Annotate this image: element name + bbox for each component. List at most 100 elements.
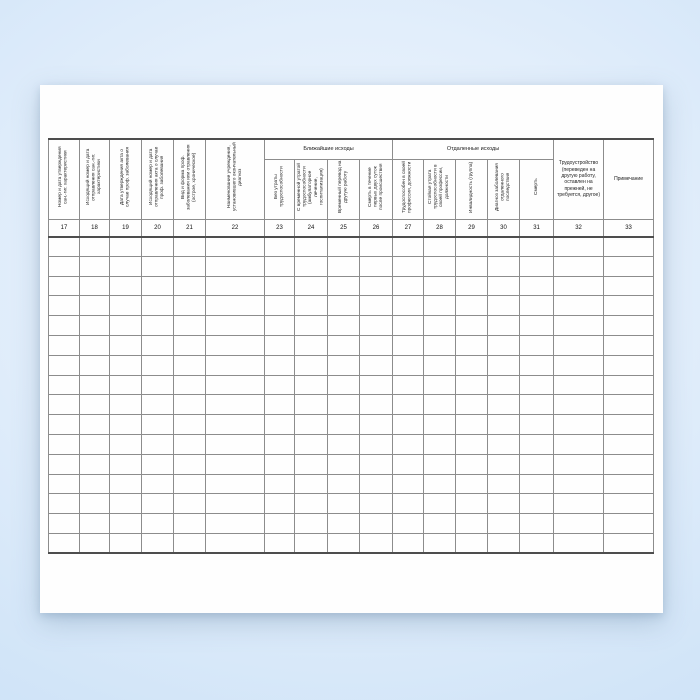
table-cell (358, 433, 394, 455)
table-cell (264, 513, 295, 534)
table-cell (294, 493, 328, 515)
table-cell (79, 394, 110, 416)
table-row (48, 334, 655, 356)
table-row (48, 275, 655, 297)
table-cell (109, 532, 142, 555)
table-cell (392, 493, 425, 515)
table-cell (205, 236, 265, 257)
table-cell (294, 414, 328, 435)
table-row (48, 394, 655, 416)
table-cell (358, 374, 394, 396)
table-cell (392, 473, 425, 495)
header-col-27: Трудоспособен в своей профессии, должнос… (392, 158, 425, 220)
table-cell (48, 275, 80, 297)
table-cell (553, 513, 605, 534)
table-cell (294, 532, 328, 555)
table-cell (358, 532, 394, 555)
table-cell (553, 236, 605, 257)
table-row (48, 236, 655, 257)
table-cell (327, 513, 360, 534)
table-cell (264, 255, 295, 277)
table-cell (205, 374, 265, 396)
table-cell (141, 493, 174, 515)
table-cell (79, 255, 110, 277)
table-cell (79, 473, 110, 495)
table-cell (603, 236, 655, 257)
table-cell (392, 453, 425, 475)
table-cell (392, 236, 425, 257)
table-cell (603, 334, 655, 356)
table-cell (392, 354, 425, 376)
table-cell (553, 315, 605, 336)
table-cell (205, 513, 265, 534)
header-label: Исходящий номер и дата отправления сан.-… (86, 148, 103, 205)
column-number: 18 (79, 218, 110, 238)
table-cell (141, 374, 174, 396)
header-label: Номер и дата утверждения сан.-гиг. харак… (58, 146, 69, 208)
table-cell (109, 236, 142, 257)
header-label: Дата утверждения акта о случае проф. заб… (119, 146, 131, 207)
table-cell (205, 433, 265, 455)
header-label: С временной утратой трудоспособности (ам… (297, 162, 325, 211)
table-cell (264, 414, 295, 435)
column-number: 19 (109, 218, 142, 238)
table-cell (553, 255, 605, 277)
table-cell (79, 374, 110, 396)
table-cell (48, 493, 80, 515)
table-cell (48, 295, 80, 317)
table-body (48, 236, 655, 555)
table-cell (141, 513, 174, 534)
table-cell (294, 255, 328, 277)
table-cell (358, 334, 394, 356)
table-cell (109, 414, 142, 435)
table-cell (294, 394, 328, 416)
column-number-row: 17 18 19 20 21 22 23 24 25 26 27 28 29 3… (48, 218, 655, 238)
column-number: 31 (519, 218, 555, 238)
column-number: 30 (487, 218, 521, 238)
table-cell (294, 473, 328, 495)
table-cell (173, 473, 206, 495)
table-cell (205, 394, 265, 416)
table-cell (455, 532, 489, 555)
table-cell (109, 473, 142, 495)
table-cell (264, 493, 295, 515)
table-cell (48, 433, 80, 455)
table-cell (294, 236, 328, 257)
table-cell (264, 394, 295, 416)
column-number: 26 (358, 218, 394, 238)
table-cell (48, 513, 80, 534)
table-cell (392, 394, 425, 416)
table-cell (423, 374, 457, 396)
header-col-19: Дата утверждения акта о случае проф. заб… (109, 138, 142, 220)
header-col-32: Трудоустройство (переведен на другую раб… (553, 138, 605, 220)
header-label: Трудоспособен в своей профессии, должнос… (402, 160, 414, 213)
table-cell (358, 354, 394, 376)
table-cell (327, 354, 360, 376)
table-cell (141, 334, 174, 356)
table-row (48, 532, 655, 555)
table-row (48, 315, 655, 336)
table-cell (79, 513, 110, 534)
header-col-31: Смерть (519, 158, 555, 220)
table-cell (423, 275, 457, 297)
table-cell (455, 473, 489, 495)
table-cell (455, 354, 489, 376)
table-cell (264, 315, 295, 336)
table-cell (455, 295, 489, 317)
table-cell (358, 513, 394, 534)
table-cell (327, 374, 360, 396)
table-cell (519, 473, 555, 495)
table-cell (173, 414, 206, 435)
header-col-18: Исходящий номер и дата отправления сан.-… (79, 138, 110, 220)
table-cell (392, 295, 425, 317)
table-cell (205, 532, 265, 555)
table-cell (392, 315, 425, 336)
table-cell (487, 334, 521, 356)
table-cell (327, 295, 360, 317)
header-col-21: Вид и форма проф. заболевания или отравл… (173, 138, 206, 220)
group-header-immediate-outcomes: Ближайшие исходы (263, 138, 394, 160)
table-cell (487, 473, 521, 495)
table-cell (173, 315, 206, 336)
table-cell (109, 354, 142, 376)
table-cell (603, 374, 655, 396)
